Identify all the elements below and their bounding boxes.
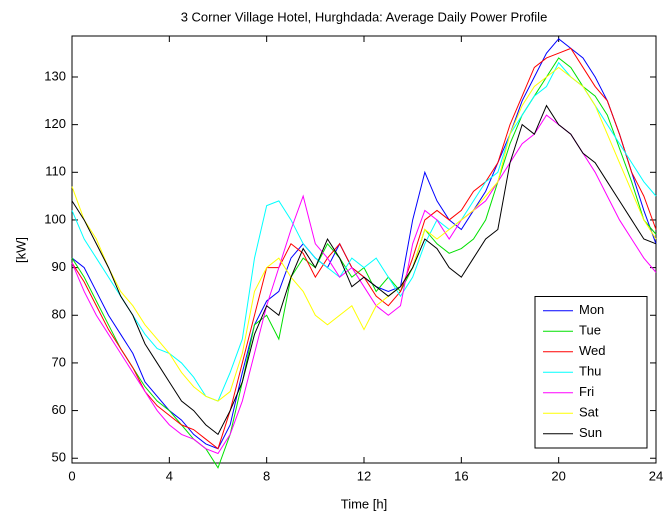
x-tick-label: 0 bbox=[68, 468, 75, 483]
y-axis-label: [kW] bbox=[13, 237, 28, 263]
x-axis-label: Time [h] bbox=[341, 496, 387, 511]
y-tick-label: 60 bbox=[52, 402, 66, 417]
chart-title: 3 Corner Village Hotel, Hurghdada: Avera… bbox=[181, 9, 548, 24]
x-tick-label: 12 bbox=[357, 468, 371, 483]
legend-label: Thu bbox=[579, 364, 601, 379]
legend-label: Sat bbox=[579, 405, 599, 420]
x-tick-label: 8 bbox=[263, 468, 270, 483]
x-tick-label: 20 bbox=[551, 468, 565, 483]
x-tick-label: 4 bbox=[166, 468, 173, 483]
y-tick-label: 50 bbox=[52, 450, 66, 465]
y-tick-label: 130 bbox=[44, 68, 66, 83]
legend-label: Mon bbox=[579, 302, 604, 317]
y-tick-label: 110 bbox=[45, 164, 66, 179]
y-tick-label: 120 bbox=[44, 116, 66, 131]
y-tick-label: 80 bbox=[52, 307, 66, 322]
legend-label: Fri bbox=[579, 384, 594, 399]
y-tick-label: 70 bbox=[52, 354, 66, 369]
legend-label: Tue bbox=[579, 323, 601, 338]
series-line bbox=[71, 104, 657, 436]
series-line bbox=[71, 66, 657, 402]
y-tick-label: 100 bbox=[44, 211, 66, 226]
x-tick-label: 16 bbox=[454, 468, 468, 483]
y-tick-label: 90 bbox=[52, 259, 66, 274]
x-tick-label: 24 bbox=[649, 468, 663, 483]
legend-label: Sun bbox=[579, 425, 602, 440]
legend-label: Wed bbox=[579, 343, 606, 358]
